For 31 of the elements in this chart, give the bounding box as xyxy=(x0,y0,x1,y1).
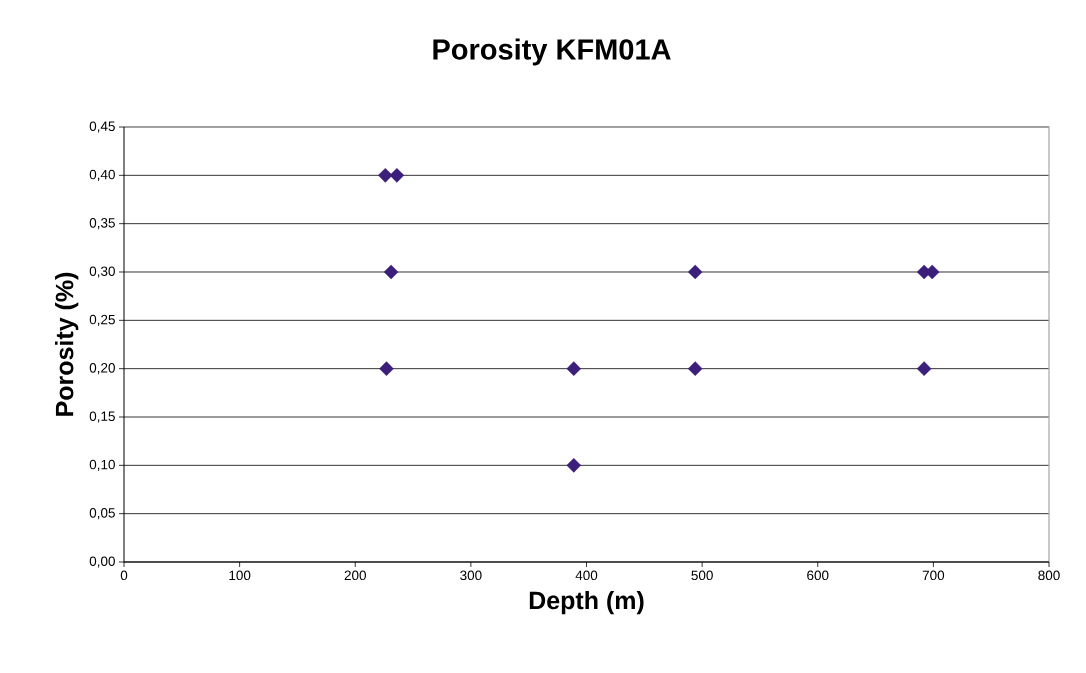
x-tick-label: 800 xyxy=(1038,570,1060,581)
point xyxy=(378,168,393,183)
y-tick-label: 0,25 xyxy=(89,314,115,326)
y-tick-label: 0,30 xyxy=(89,266,115,278)
x-tick-label: 400 xyxy=(575,570,598,581)
point xyxy=(566,361,582,376)
x-tick-label: 600 xyxy=(807,570,829,581)
y-tick-label: 0,35 xyxy=(89,218,115,230)
y-tick-label: 0,10 xyxy=(89,459,115,471)
x-tick-label: 0 xyxy=(120,570,128,581)
x-axis-title: Depth (m) xyxy=(529,590,644,615)
x-tick-label: 300 xyxy=(460,570,482,581)
x-tick-label: 700 xyxy=(922,570,945,581)
point xyxy=(383,264,399,280)
point xyxy=(916,361,932,376)
y-tick-label: 0,45 xyxy=(89,121,115,133)
point xyxy=(566,458,582,473)
y-tick-label: 0,00 xyxy=(89,556,115,568)
x-tick-label: 200 xyxy=(344,570,366,581)
point xyxy=(379,361,394,376)
point xyxy=(389,168,405,183)
chart-title: Porosity KFM01A xyxy=(433,38,671,66)
y-tick-label: 0,05 xyxy=(89,508,115,520)
x-tick-label: 500 xyxy=(691,570,713,581)
y-tick-label: 0,15 xyxy=(89,411,115,423)
x-tick-label: 100 xyxy=(229,570,251,581)
y-tick-label: 0,40 xyxy=(89,169,115,181)
y-tick-label: 0,20 xyxy=(89,363,115,375)
y-axis-title: Porosity (%) xyxy=(55,272,79,416)
point xyxy=(687,361,703,376)
point xyxy=(687,264,703,280)
